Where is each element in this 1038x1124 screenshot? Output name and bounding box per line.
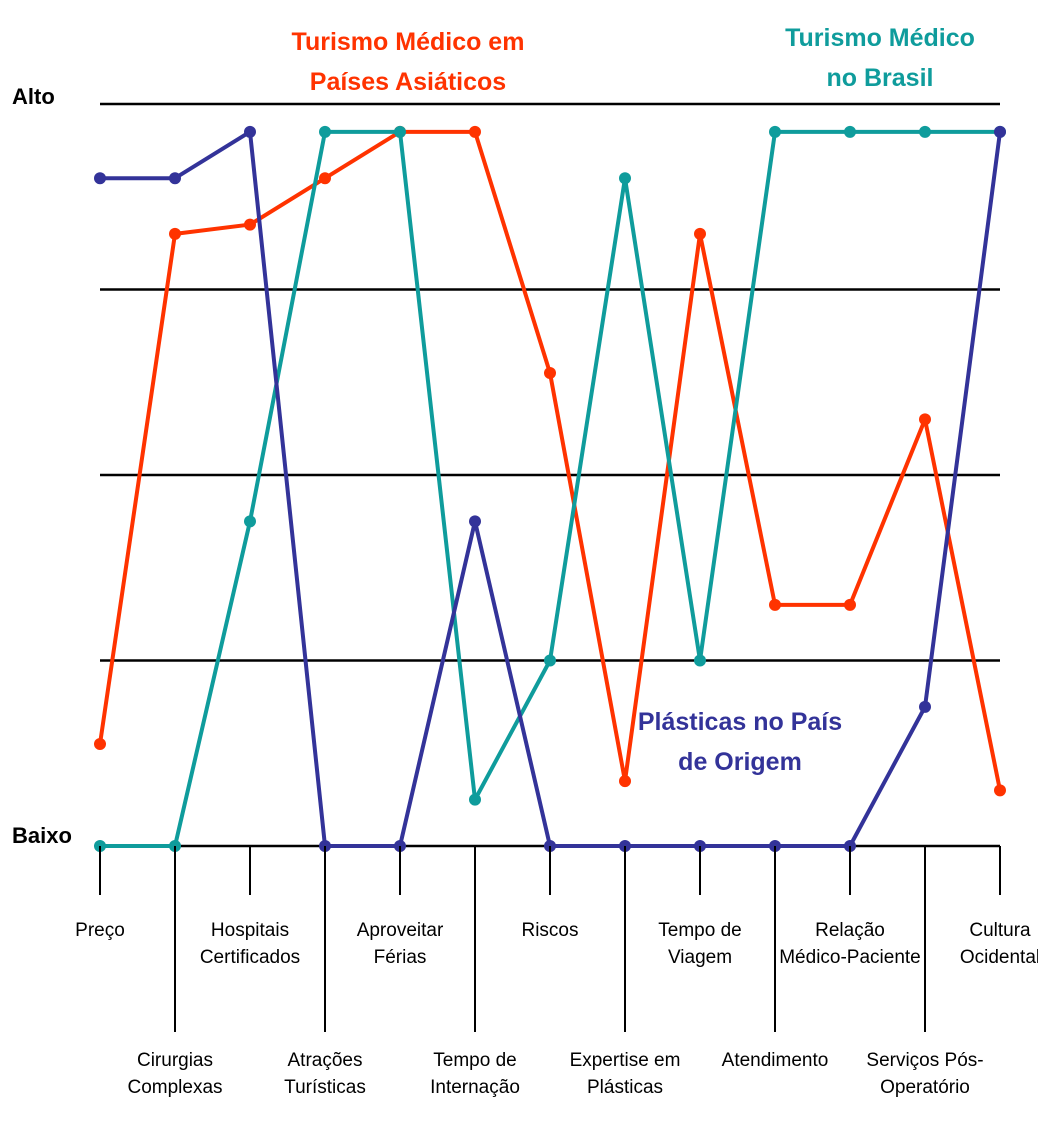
x-tick-label: Atrações Turísticas [284,1050,366,1098]
data-point [994,125,1006,138]
x-tick-label: Tempo de Viagem [658,920,741,968]
x-tick-label: Expertise em Plásticas [570,1050,681,1098]
data-point [844,125,856,138]
data-point [544,654,556,667]
series-2 [94,125,1006,852]
data-point [694,227,706,240]
data-point [769,125,781,138]
series-0 [94,125,1006,797]
data-point [469,515,481,528]
x-tick-label: Atendimento [722,1050,829,1071]
x-tick-label: Preço [75,920,125,941]
data-point [919,700,931,713]
series-titles: Turismo Médico em Países Asiáticos Turismo… [292,24,975,776]
data-point [94,737,106,750]
x-tick-label: Relação Médico-Paciente [779,920,921,968]
data-point [619,775,631,788]
x-tick-label: Tempo de Internação [430,1050,520,1098]
data-point [544,366,556,379]
series-line [100,129,1000,848]
series-title: Turismo Médico no Brasil [785,24,975,92]
y-label-top: Alto [12,84,55,109]
x-tick-label: Hospitais Certificados [200,920,300,968]
x-tick-label: Cirurgias Complexas [127,1050,222,1098]
data-point [844,598,856,611]
y-label-bottom: Baixo [12,823,72,848]
data-point [94,172,106,185]
series-1 [94,125,1006,852]
data-point [319,172,331,185]
data-point [169,227,181,240]
data-point [469,793,481,806]
gridlines [100,102,1000,848]
data-point [244,125,256,138]
x-tick-label: Cultura Ocidental [960,920,1038,968]
x-axis: Preço Cirurgias Complexas Hospitais Certific… [75,846,1038,1098]
data-point [619,172,631,185]
data-point [469,125,481,138]
data-point [919,125,931,138]
x-tick-label: Serviços Pós-Operatório [866,1050,983,1098]
data-point [694,654,706,667]
series-lines [94,125,1006,852]
data-point [769,598,781,611]
data-point [994,784,1006,797]
x-tick-label: Aproveitar Férias [357,920,444,968]
data-point [244,515,256,528]
data-point [319,125,331,138]
series-line [98,129,1002,791]
series-line [100,129,1002,848]
data-point [169,172,181,185]
data-point [394,125,406,138]
data-point [244,218,256,231]
data-point [919,413,931,426]
x-tick-label: Riscos [521,920,578,941]
series-title: Plásticas no País de Origem [638,708,842,776]
series-title: Turismo Médico em Países Asiáticos [292,28,525,96]
